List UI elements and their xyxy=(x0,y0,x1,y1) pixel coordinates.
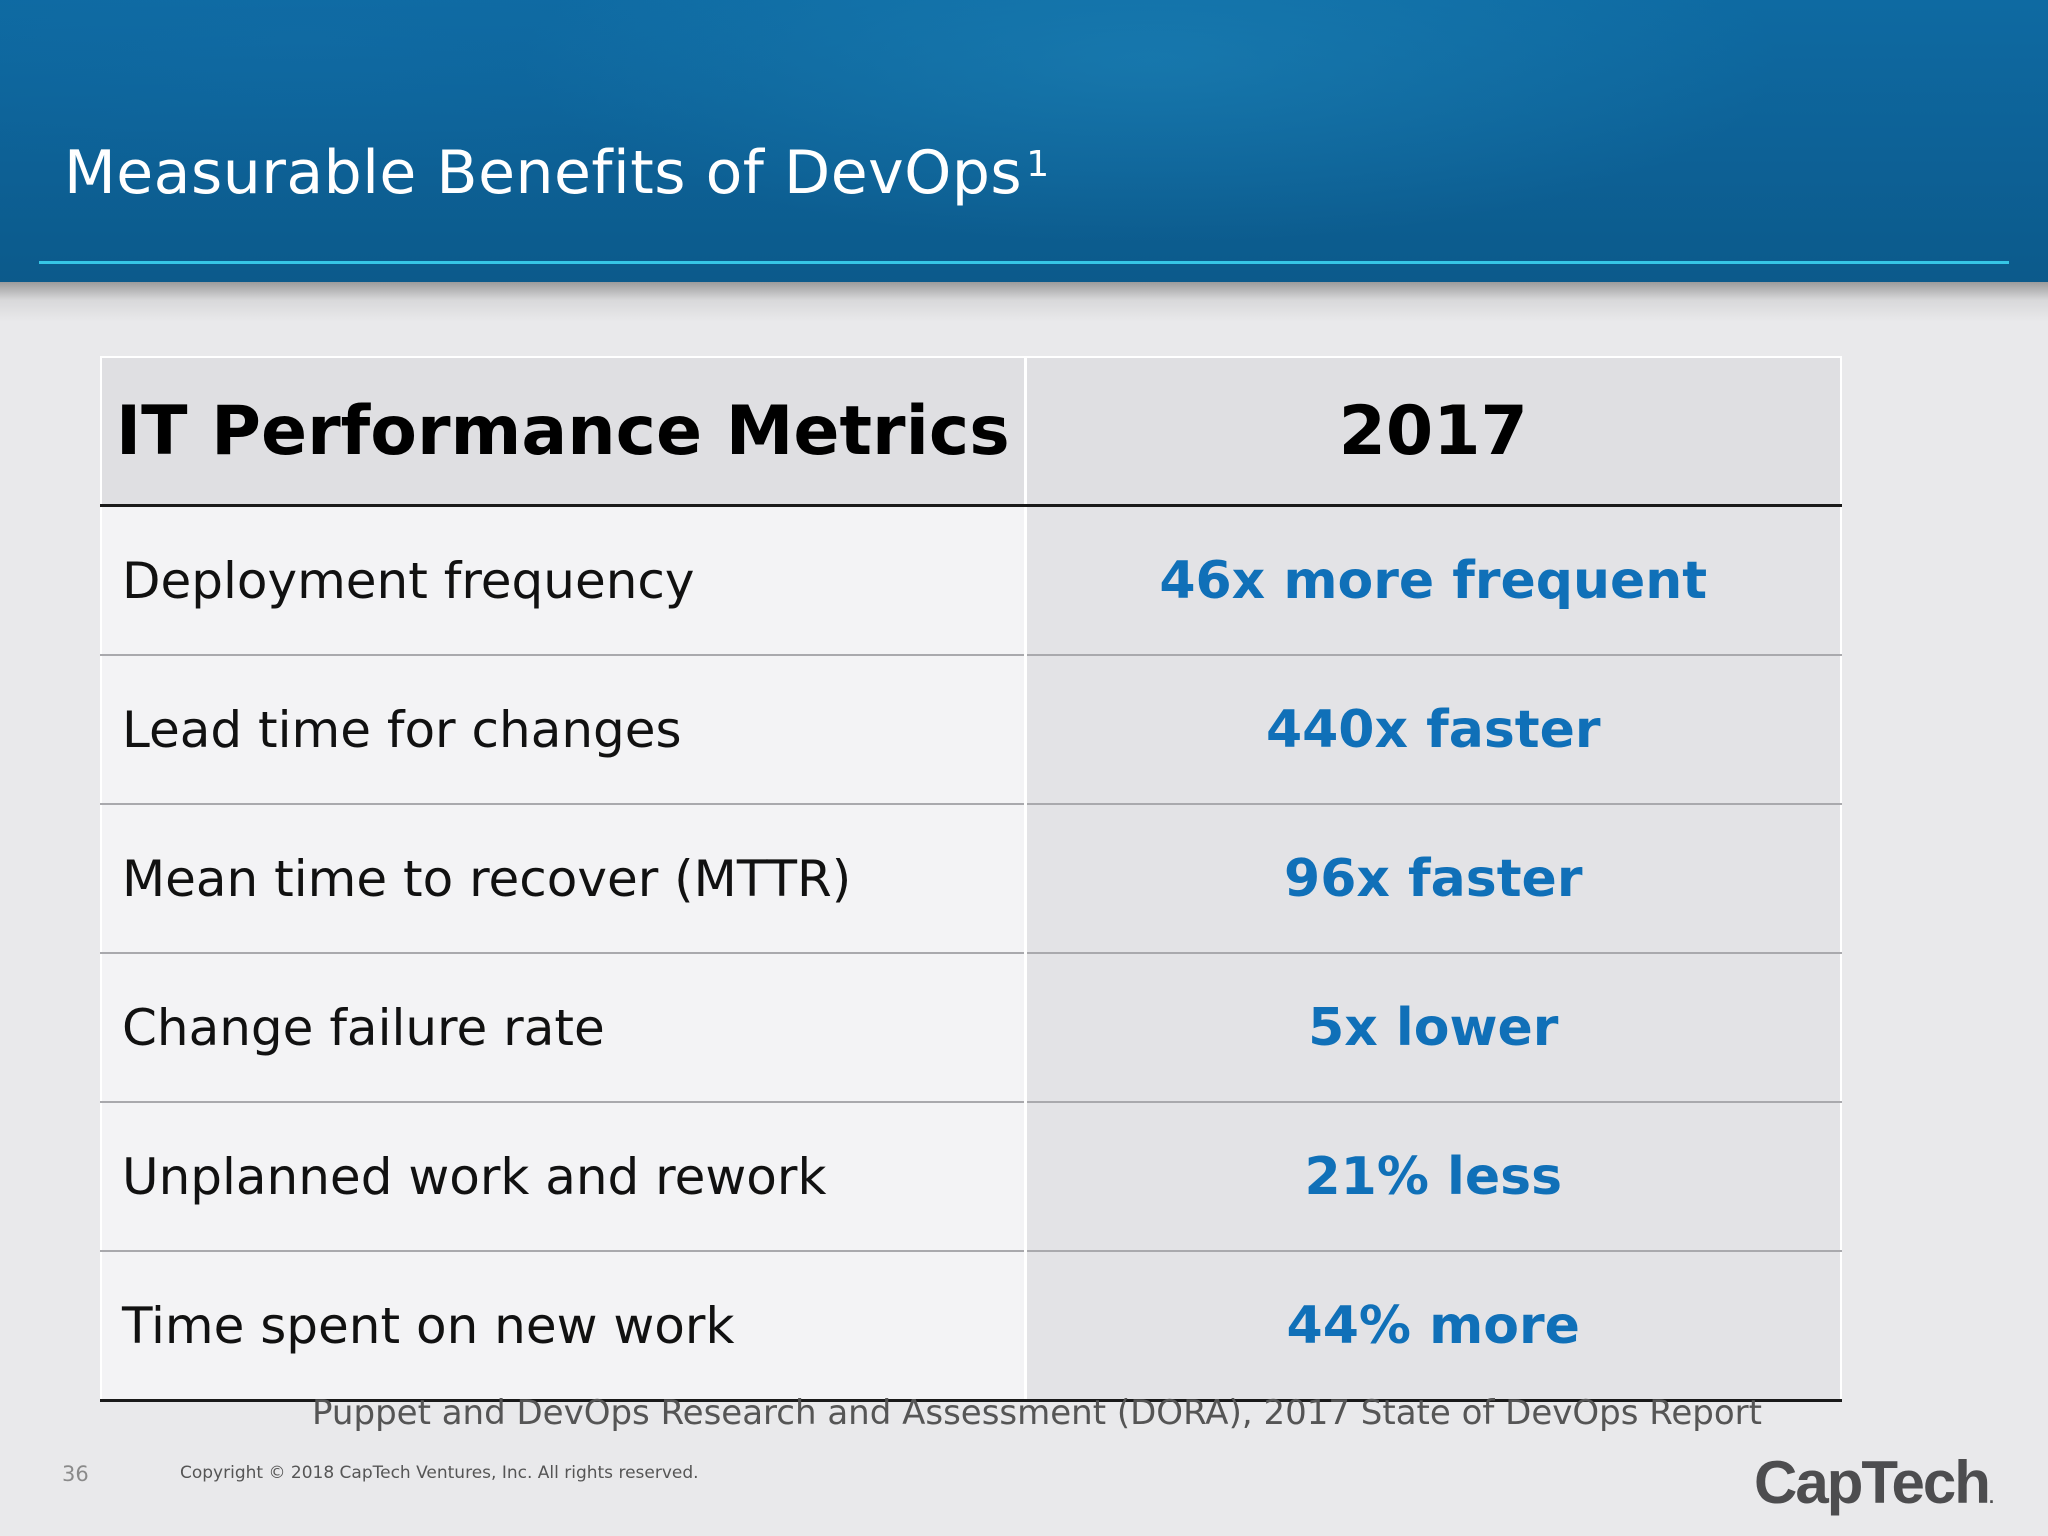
slide-title: Measurable Benefits of DevOps 1 xyxy=(64,138,1050,208)
table-row: Mean time to recover (MTTR) 96x faster xyxy=(100,804,1842,954)
table-row: Time spent on new work 44% more xyxy=(100,1251,1842,1402)
captech-logo: CapTech. xyxy=(1754,1448,1994,1517)
logo-dot: . xyxy=(1988,1487,1994,1507)
metric-value: 44% more xyxy=(1025,1251,1842,1402)
slide-title-text: Measurable Benefits of DevOps xyxy=(64,138,1023,208)
logo-wordmark: CapTech xyxy=(1754,1449,1991,1516)
banner-shadow xyxy=(0,282,2048,322)
table-row: Lead time for changes 440x faster xyxy=(100,655,1842,805)
table-row: Unplanned work and rework 21% less xyxy=(100,1102,1842,1252)
metric-name: Change failure rate xyxy=(100,953,1027,1103)
metric-name: Lead time for changes xyxy=(100,655,1027,805)
metric-value: 46x more frequent xyxy=(1025,505,1842,656)
title-footnote-marker: 1 xyxy=(1026,144,1050,185)
metric-value: 21% less xyxy=(1025,1102,1842,1252)
copyright-notice: Copyright © 2018 CapTech Ventures, Inc. … xyxy=(180,1463,699,1483)
source-citation: Puppet and DevOps Research and Assessmen… xyxy=(312,1393,1762,1433)
title-banner xyxy=(0,0,2048,282)
page-number: 36 xyxy=(62,1462,89,1486)
metric-name: Mean time to recover (MTTR) xyxy=(100,804,1027,954)
header-year: 2017 xyxy=(1025,356,1842,507)
table-header-row: IT Performance Metrics 2017 xyxy=(100,356,1842,507)
metric-name: Unplanned work and rework xyxy=(100,1102,1027,1252)
metric-value: 96x faster xyxy=(1025,804,1842,954)
metric-name: Deployment frequency xyxy=(100,505,1027,656)
metric-name: Time spent on new work xyxy=(100,1251,1027,1402)
metrics-table: IT Performance Metrics 2017 Deployment f… xyxy=(100,356,1842,1402)
metric-value: 440x faster xyxy=(1025,655,1842,805)
table-row: Change failure rate 5x lower xyxy=(100,953,1842,1103)
table-row: Deployment frequency 46x more frequent xyxy=(100,505,1842,656)
metric-value: 5x lower xyxy=(1025,953,1842,1103)
header-metrics: IT Performance Metrics xyxy=(100,356,1027,507)
banner-rule xyxy=(39,261,2009,264)
